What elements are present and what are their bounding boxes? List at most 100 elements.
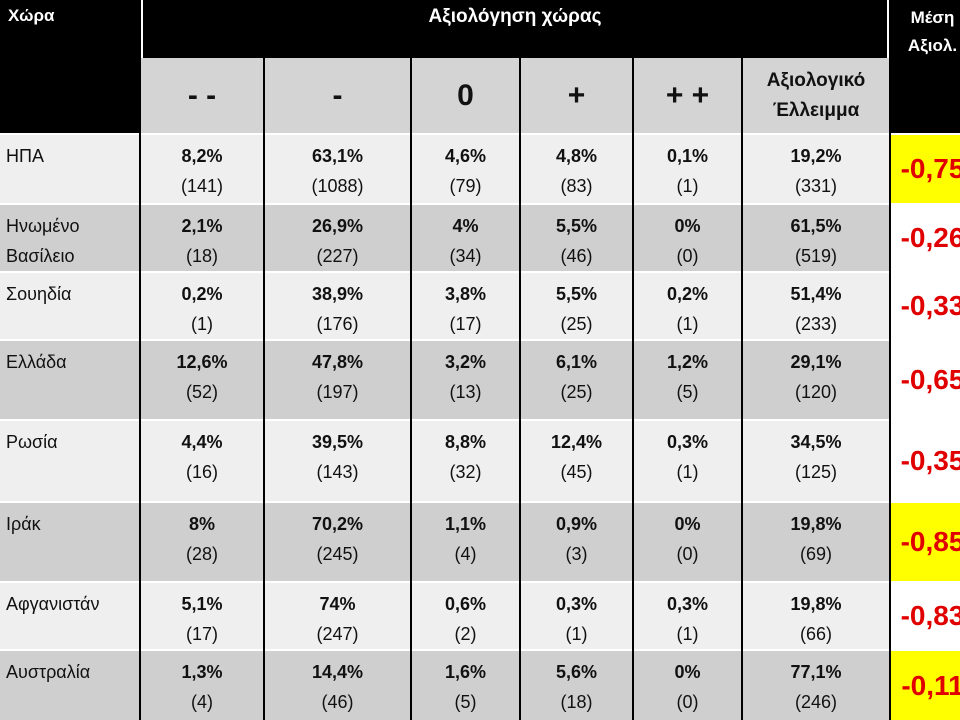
percent-value: 0% <box>674 662 701 682</box>
country-cell: Ρωσία <box>0 419 139 501</box>
value-cell: 8% (28) <box>141 501 263 581</box>
header-deficit-line1: Αξιολογικό <box>766 69 866 91</box>
count-value: (32) <box>449 462 482 482</box>
percent-value: 29,1% <box>790 352 842 372</box>
count-value: (66) <box>799 624 832 644</box>
mean-score: -0,35 <box>891 419 960 501</box>
count-value: (46) <box>560 246 593 266</box>
percent-value: 8% <box>188 514 215 534</box>
count-value: (17) <box>185 624 218 644</box>
percent-value: 0% <box>674 216 701 236</box>
country-cell: Αφγανιστάν <box>0 581 139 649</box>
count-value: (2) <box>454 624 477 644</box>
count-value: (331) <box>794 176 838 196</box>
mean-score: -0,33 <box>891 271 960 339</box>
value-cell: 51,4% (233) <box>743 271 889 339</box>
count-value: (28) <box>185 544 218 564</box>
value-cell: 8,2% (141) <box>141 133 263 203</box>
mean-score-value: -0,85 <box>900 526 960 557</box>
percent-value: 1,6% <box>444 662 487 682</box>
mean-score-value: -0,75 <box>900 153 960 184</box>
mean-score-value: -0,83 <box>900 600 960 631</box>
percent-value: 19,8% <box>790 514 842 534</box>
percent-value: 14,4% <box>311 662 364 682</box>
percent-value: 1,3% <box>181 662 223 682</box>
percent-value: 77,1% <box>790 662 842 682</box>
value-cell: 38,9% (176) <box>265 271 410 339</box>
percent-value: 5,6% <box>555 662 598 682</box>
percent-value: 70,2% <box>311 514 364 534</box>
percent-value: 0,2% <box>666 284 709 304</box>
count-value: (25) <box>560 382 593 402</box>
value-cell: 0,3% (1) <box>634 419 741 501</box>
count-value: (120) <box>794 382 838 402</box>
value-cell: 47,8% (197) <box>265 339 410 419</box>
percent-value: 2,1% <box>181 216 223 236</box>
count-value: (245) <box>316 544 359 564</box>
count-value: (18) <box>185 246 218 266</box>
header-col-label: + <box>567 78 586 112</box>
header-col-negative: - <box>265 58 410 133</box>
mean-score-value: -0,65 <box>900 364 960 395</box>
count-value: (17) <box>449 314 482 334</box>
count-value: (1) <box>676 176 699 196</box>
percent-value: 4,6% <box>444 146 487 166</box>
percent-value: 5,1% <box>181 594 223 614</box>
value-cell: 4,4% (16) <box>141 419 263 501</box>
percent-value: 0,6% <box>444 594 487 614</box>
country-name: Ηνωμένο <box>6 216 80 236</box>
value-cell: 1,1% (4) <box>412 501 519 581</box>
value-cell: 0,3% (1) <box>521 581 632 649</box>
percent-value: 74% <box>319 594 356 614</box>
percent-value: 19,8% <box>790 594 842 614</box>
percent-value: 51,4% <box>790 284 842 304</box>
percent-value: 5,5% <box>555 216 598 236</box>
percent-value: 4,8% <box>555 146 598 166</box>
value-cell: 8,8% (32) <box>412 419 519 501</box>
mean-score: -0,26 <box>891 203 960 271</box>
mean-score: -0,65 <box>891 339 960 419</box>
country-cell: Ηνωμένο Βασίλειο <box>0 203 139 271</box>
percent-value: 26,9% <box>311 216 364 236</box>
count-value: (69) <box>799 544 832 564</box>
country-cell: Σουηδία <box>0 271 139 339</box>
count-value: (3) <box>565 544 588 564</box>
value-cell: 29,1% (120) <box>743 339 889 419</box>
percent-value: 12,4% <box>550 432 603 452</box>
value-cell: 0,3% (1) <box>634 581 741 649</box>
count-value: (0) <box>676 544 699 564</box>
percent-value: 0,3% <box>555 594 598 614</box>
country-cell: Αυστραλία <box>0 649 139 720</box>
percent-value: 1,2% <box>666 352 709 372</box>
percent-value: 61,5% <box>790 216 842 236</box>
count-value: (83) <box>560 176 593 196</box>
mean-score-value: -0,33 <box>900 290 960 321</box>
count-value: (0) <box>676 246 699 266</box>
country-name: Ιράκ <box>6 514 41 534</box>
mean-score-highlighted: -0,11 <box>891 649 960 720</box>
value-cell: 14,4% (46) <box>265 649 410 720</box>
value-cell: 6,1% (25) <box>521 339 632 419</box>
count-value: (197) <box>316 382 359 402</box>
percent-value: 6,1% <box>555 352 598 372</box>
percent-value: 63,1% <box>311 146 364 166</box>
value-cell: 19,2% (331) <box>743 133 889 203</box>
value-cell: 39,5% (143) <box>265 419 410 501</box>
count-value: (79) <box>449 176 482 196</box>
count-value: (1) <box>676 462 699 482</box>
percent-value: 39,5% <box>311 432 364 452</box>
country-name: Αφγανιστάν <box>6 594 100 614</box>
mean-score: -0,83 <box>891 581 960 649</box>
count-value: (16) <box>185 462 218 482</box>
header-deficit-line2: Έλλειμμα <box>772 99 860 121</box>
header-mean: Μέση Αξιολ. <box>891 0 960 133</box>
count-value: (34) <box>449 246 482 266</box>
country-name: Βασίλειο <box>6 246 75 266</box>
value-cell: 0% (0) <box>634 501 741 581</box>
count-value: (1) <box>676 624 699 644</box>
country-name: Αυστραλία <box>6 662 91 682</box>
percent-value: 0,2% <box>181 284 223 304</box>
header-mean-line1: Μέση <box>910 8 955 27</box>
header-evaluation-label: Αξιολόγηση χώρας <box>428 6 602 27</box>
